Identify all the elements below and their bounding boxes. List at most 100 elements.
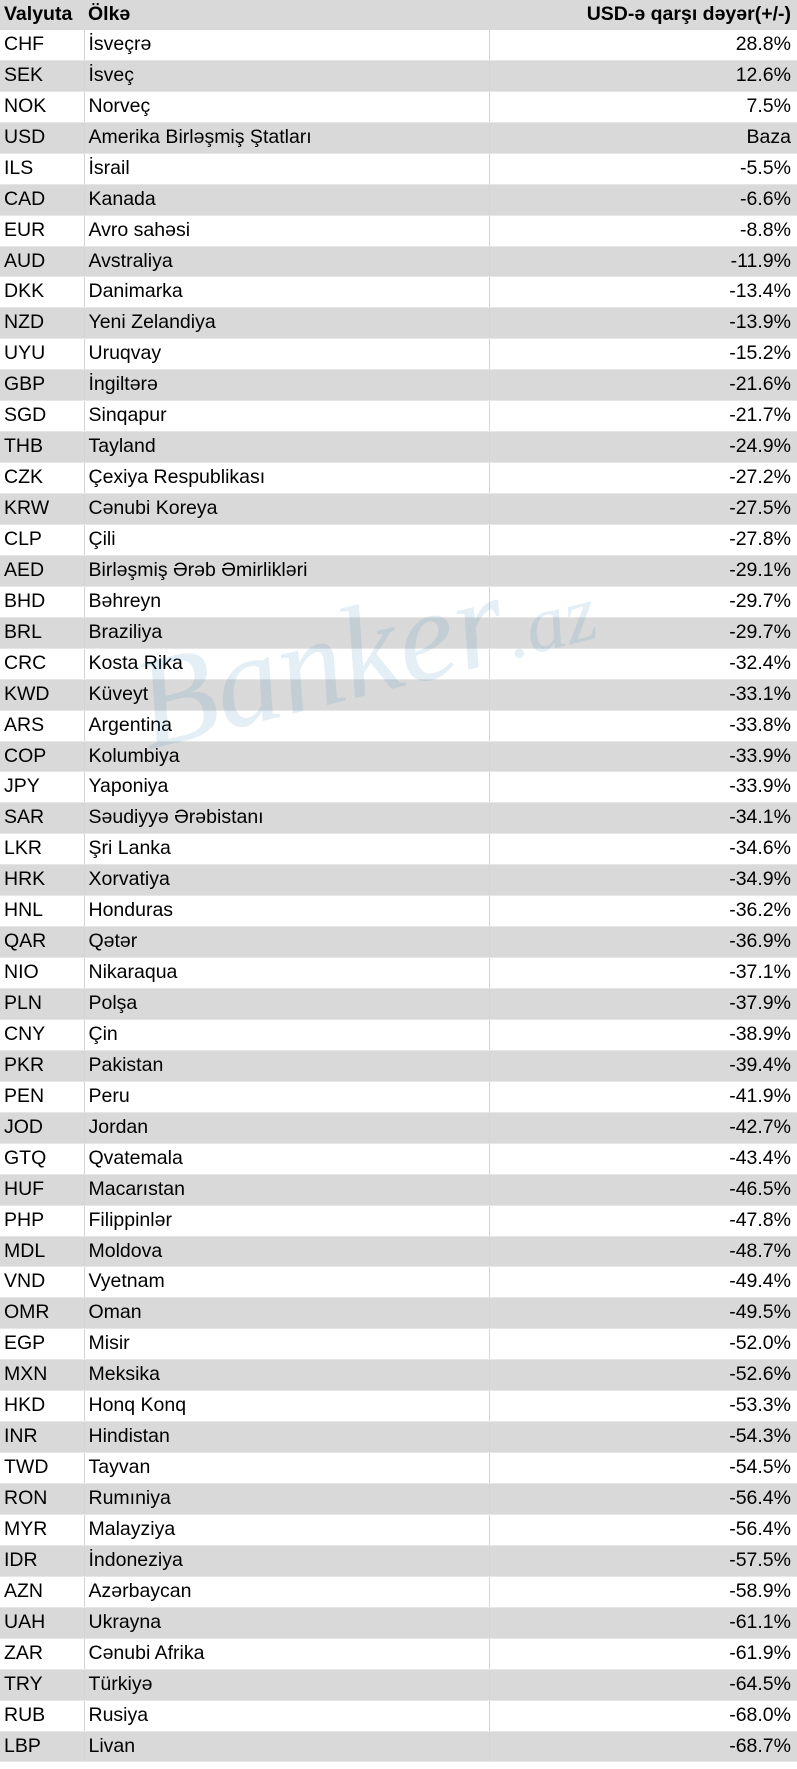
cell-currency-code: CHF	[0, 29, 85, 61]
table-row: KWD Küveyt -33.1%	[0, 679, 797, 711]
cell-country: Tayland	[84, 431, 490, 464]
cell-country: Uruqvay	[84, 338, 490, 371]
cell-country: İsrail	[84, 153, 490, 185]
cell-country: Norveç	[84, 91, 490, 123]
cell-country: Misir	[84, 1328, 490, 1361]
table-row: EGP Misir -52.0%	[0, 1328, 797, 1361]
cell-currency-code: GBP	[0, 369, 85, 402]
cell-value: -34.6%	[489, 833, 797, 866]
cell-currency-code: HNL	[0, 895, 85, 928]
table-row: PKR Pakistan -39.4%	[0, 1050, 797, 1082]
cell-country: Danimarka	[84, 276, 490, 309]
cell-country: Nikaraqua	[84, 957, 490, 989]
cell-value: -33.9%	[489, 741, 797, 773]
cell-country: Azərbaycan	[84, 1576, 490, 1608]
cell-country: Qətər	[84, 926, 490, 959]
table-row: AED Birləşmiş Ərəb Əmirlikləri -29.1%	[0, 555, 797, 587]
table-row: NIO Nikaraqua -37.1%	[0, 957, 797, 989]
header-value: USD-ə qarşı dəyər(+/-)	[489, 0, 797, 30]
cell-country: Honq Konq	[84, 1390, 490, 1423]
cell-currency-code: SEK	[0, 60, 85, 92]
cell-value: -29.7%	[489, 617, 797, 649]
cell-country: Avro sahəsi	[84, 215, 490, 247]
cell-currency-code: ARS	[0, 710, 85, 742]
cell-country: Kolumbiya	[84, 741, 490, 773]
cell-currency-code: TWD	[0, 1452, 85, 1484]
cell-country: Yeni Zelandiya	[84, 307, 490, 340]
cell-value: -37.1%	[489, 957, 797, 989]
cell-value: -8.8%	[489, 215, 797, 247]
cell-currency-code: THB	[0, 431, 85, 464]
cell-value: -54.3%	[489, 1421, 797, 1454]
cell-currency-code: UYU	[0, 338, 85, 371]
table-row: SEK İsveç 12.6%	[0, 60, 797, 92]
cell-country: Rumıniya	[84, 1483, 490, 1515]
cell-value: -37.9%	[489, 988, 797, 1020]
cell-value: -57.5%	[489, 1545, 797, 1577]
cell-currency-code: DKK	[0, 276, 85, 309]
cell-value: -61.9%	[489, 1638, 797, 1670]
table-row: QAR Qətər -36.9%	[0, 926, 797, 959]
cell-currency-code: INR	[0, 1421, 85, 1454]
cell-currency-code: HKD	[0, 1390, 85, 1423]
cell-country: Çili	[84, 524, 490, 556]
cell-country: Amerika Birləşmiş Ştatları	[84, 122, 490, 154]
cell-country: Argentina	[84, 710, 490, 742]
cell-country: Xorvatiya	[84, 864, 490, 897]
cell-country: Kanada	[84, 184, 490, 216]
cell-value: -42.7%	[489, 1112, 797, 1144]
cell-country: Hindistan	[84, 1421, 490, 1454]
table-row: HRK Xorvatiya -34.9%	[0, 864, 797, 897]
cell-value: -47.8%	[489, 1205, 797, 1237]
cell-currency-code: UAH	[0, 1607, 85, 1639]
table-row: NZD Yeni Zelandiya -13.9%	[0, 307, 797, 340]
table-row: BHD Bəhreyn -29.7%	[0, 586, 797, 618]
cell-value: -33.8%	[489, 710, 797, 742]
cell-country: Avstraliya	[84, 246, 490, 278]
cell-value: -33.1%	[489, 679, 797, 711]
cell-country: Tayvan	[84, 1452, 490, 1484]
table-row: AZN Azərbaycan -58.9%	[0, 1576, 797, 1608]
cell-value: Baza	[489, 122, 797, 154]
cell-value: -68.0%	[489, 1700, 797, 1732]
cell-value: -34.9%	[489, 864, 797, 897]
cell-value: -52.6%	[489, 1359, 797, 1392]
cell-country: İsveçrə	[84, 29, 490, 61]
cell-country: Çexiya Respublikası	[84, 462, 490, 494]
cell-currency-code: OMR	[0, 1297, 85, 1330]
cell-country: Yaponiya	[84, 771, 490, 804]
cell-currency-code: BHD	[0, 586, 85, 618]
table-row: MDL Moldova -48.7%	[0, 1236, 797, 1268]
cell-currency-code: PHP	[0, 1205, 85, 1237]
cell-value: -21.7%	[489, 400, 797, 433]
table-row: THB Tayland -24.9%	[0, 431, 797, 464]
cell-currency-code: CAD	[0, 184, 85, 216]
cell-country: Macarıstan	[84, 1174, 490, 1206]
cell-country: Braziliya	[84, 617, 490, 649]
table-row: OMR Oman -49.5%	[0, 1297, 797, 1330]
cell-currency-code: VND	[0, 1266, 85, 1299]
cell-currency-code: PEN	[0, 1081, 85, 1113]
cell-value: -68.7%	[489, 1731, 797, 1763]
cell-currency-code: GTQ	[0, 1143, 85, 1175]
table-row: SGD Sinqapur -21.7%	[0, 400, 797, 433]
cell-value: -58.9%	[489, 1576, 797, 1608]
header-currency: Valyuta	[0, 0, 84, 30]
cell-country: Pakistan	[84, 1050, 490, 1082]
cell-value: -64.5%	[489, 1669, 797, 1701]
cell-country: Meksika	[84, 1359, 490, 1392]
cell-value: -41.9%	[489, 1081, 797, 1113]
cell-value: -36.9%	[489, 926, 797, 959]
cell-value: -53.3%	[489, 1390, 797, 1423]
cell-currency-code: PLN	[0, 988, 85, 1020]
cell-currency-code: TRY	[0, 1669, 85, 1701]
table-row: TWD Tayvan -54.5%	[0, 1452, 797, 1484]
cell-value: -27.2%	[489, 462, 797, 494]
table-row: GTQ Qvatemala -43.4%	[0, 1143, 797, 1175]
cell-country: Ukrayna	[84, 1607, 490, 1639]
table-row: HNL Honduras -36.2%	[0, 895, 797, 928]
cell-country: Səudiyyə Ərəbistanı	[84, 802, 490, 835]
cell-currency-code: IDR	[0, 1545, 85, 1577]
cell-value: -6.6%	[489, 184, 797, 216]
table-header-row: Valyuta Ölkə USD-ə qarşı dəyər(+/-)	[0, 0, 797, 30]
